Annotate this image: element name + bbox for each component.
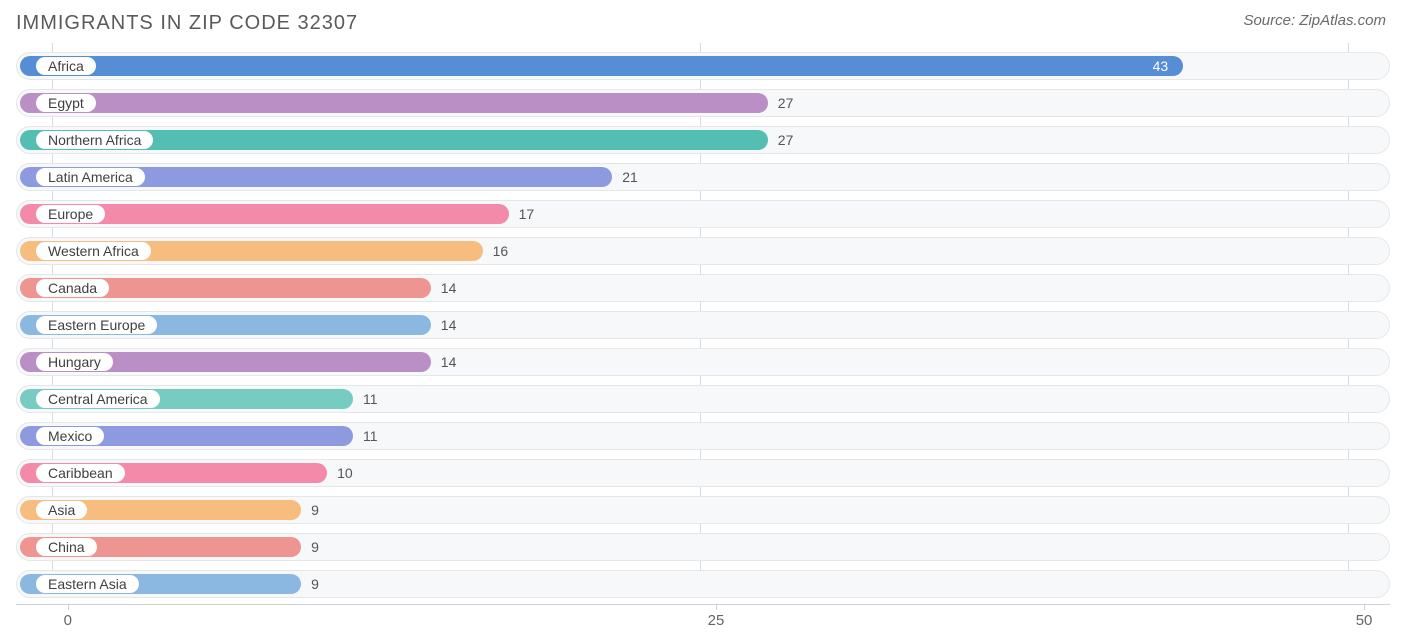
bar-fill [20,93,768,113]
bar-value: 16 [493,242,509,260]
chart-header: IMMIGRANTS IN ZIP CODE 32307 Source: Zip… [0,0,1406,43]
chart-title: IMMIGRANTS IN ZIP CODE 32307 [16,12,358,35]
chart-area: Africa 43 Egypt 27 Northern Africa 27 Latin Am… [0,43,1406,601]
bar-label: Eastern Europe [36,316,157,334]
bar-value: 11 [363,427,378,445]
axis-tick [716,604,717,610]
bar-fill [20,56,1183,76]
bar-value: 21 [622,168,638,186]
bar-row: Latin America 21 [16,160,1390,194]
axis-line [16,604,1390,605]
bar-row: Hungary 14 [16,345,1390,379]
bar-label: Caribbean [36,464,125,482]
bar-value: 27 [778,131,794,149]
axis-tick-label: 50 [1356,612,1373,629]
bar-value: 9 [311,538,319,556]
bar-value: 14 [441,279,457,297]
bar-label: Africa [36,57,96,75]
bar-value: 14 [441,353,457,371]
bar-label: Western Africa [36,242,151,260]
bar-label: China [36,538,97,556]
bar-row: Egypt 27 [16,86,1390,120]
bar-label: Eastern Asia [36,575,139,593]
axis-tick-label: 25 [708,612,725,629]
bar-value: 9 [311,575,319,593]
bar-value: 10 [337,464,353,482]
bar-label: Egypt [36,94,96,112]
bar-row: Western Africa 16 [16,234,1390,268]
axis-tick-label: 0 [64,612,72,629]
bar-value: 43 [1153,57,1169,75]
bar-label: Mexico [36,427,104,445]
bar-row: Europe 17 [16,197,1390,231]
bar-label: Latin America [36,168,145,186]
x-axis: 0 25 50 [16,604,1390,634]
chart-source: Source: ZipAtlas.com [1243,12,1386,29]
bar-row: China 9 [16,530,1390,564]
bar-row: Mexico 11 [16,419,1390,453]
bar-value: 9 [311,501,319,519]
bar-label: Central America [36,390,160,408]
bar-label: Northern Africa [36,131,153,149]
bar-row: Africa 43 [16,49,1390,83]
axis-tick [1364,604,1365,610]
bar-row: Central America 11 [16,382,1390,416]
bar-label: Europe [36,205,105,223]
axis-tick [68,604,69,610]
bar-value: 14 [441,316,457,334]
bar-row: Asia 9 [16,493,1390,527]
bar-row: Northern Africa 27 [16,123,1390,157]
bar-value: 27 [778,94,794,112]
bar-label: Hungary [36,353,113,371]
bar-label: Canada [36,279,109,297]
bar-row: Canada 14 [16,271,1390,305]
bar-value: 17 [519,205,535,223]
bar-value: 11 [363,390,378,408]
bar-row: Eastern Europe 14 [16,308,1390,342]
bar-row: Eastern Asia 9 [16,567,1390,601]
bar-row: Caribbean 10 [16,456,1390,490]
bar-label: Asia [36,501,87,519]
